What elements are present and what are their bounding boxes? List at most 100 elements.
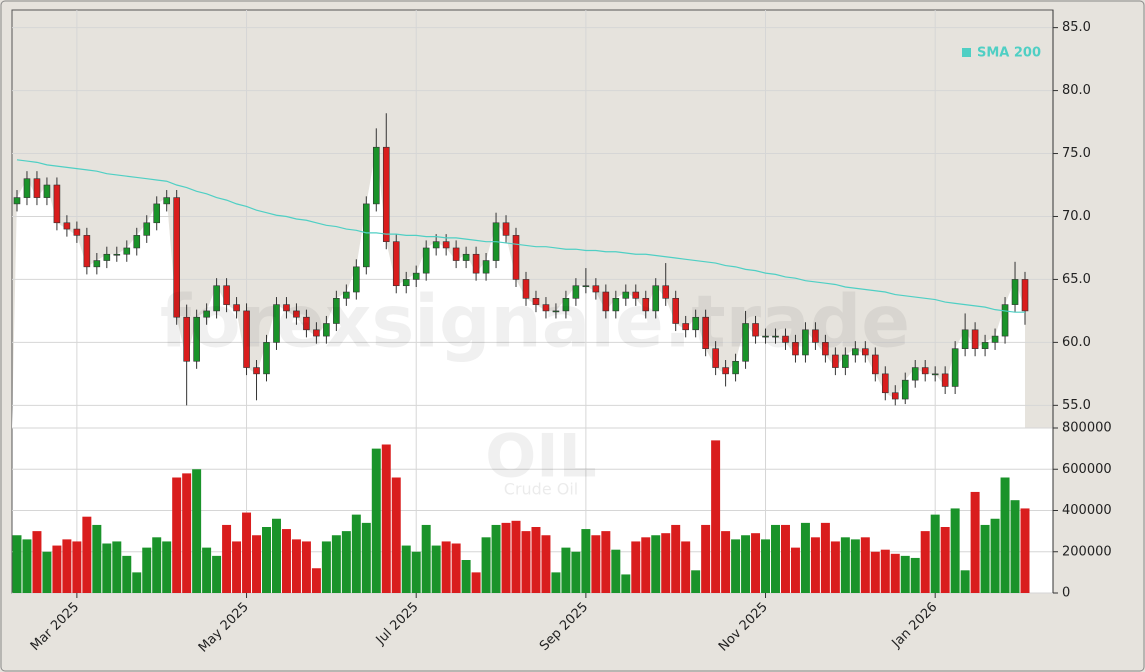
candle-body xyxy=(951,348,959,387)
volume-bar xyxy=(62,539,72,593)
volume-bar xyxy=(761,539,771,593)
volume-bar xyxy=(72,541,82,593)
sma-line xyxy=(16,159,1026,313)
volume-bar xyxy=(960,570,970,593)
volume-bar xyxy=(132,572,142,593)
volume-bar xyxy=(152,537,162,593)
candle-body xyxy=(482,260,490,274)
candle-body xyxy=(263,342,270,375)
candle-body xyxy=(602,291,610,312)
y-tick-label: 400000 xyxy=(1062,503,1112,518)
candle-body xyxy=(23,178,31,198)
watermark: forexsignale.trade xyxy=(160,280,910,364)
candle-body xyxy=(133,235,141,249)
volume-bar xyxy=(631,541,641,593)
volume-bar xyxy=(661,533,671,593)
volume-bar xyxy=(1000,477,1010,593)
candle-body xyxy=(293,310,300,318)
candle-body xyxy=(862,348,869,356)
candle-body xyxy=(143,222,151,236)
volume-bar xyxy=(341,531,351,593)
volume-bar xyxy=(840,537,850,593)
candle-body xyxy=(103,253,111,261)
candle-body xyxy=(203,310,210,318)
candle-body xyxy=(632,291,640,299)
volume-bar xyxy=(910,557,920,593)
candle-body xyxy=(452,247,460,261)
volume-bar xyxy=(271,518,281,593)
volume-bar xyxy=(232,541,242,593)
candle-body xyxy=(812,329,819,343)
candle-body xyxy=(422,247,430,274)
candle-body xyxy=(682,323,689,331)
candle-body xyxy=(243,310,250,368)
candle-body xyxy=(802,329,809,356)
volume-bar xyxy=(32,531,42,593)
candle-body xyxy=(822,342,829,356)
candle-body xyxy=(472,253,480,274)
candle-body xyxy=(233,304,240,312)
watermark-title: OIL xyxy=(485,422,597,492)
candle-body xyxy=(372,146,380,205)
volume-bar xyxy=(800,522,810,593)
candle-body xyxy=(852,348,859,356)
y-tick-label: 60.0 xyxy=(1062,335,1091,350)
volume-bar xyxy=(242,512,252,593)
volume-bar xyxy=(581,529,591,593)
volume-bar xyxy=(281,529,291,593)
volume-bar xyxy=(82,516,92,593)
candle-body xyxy=(223,285,230,305)
candle-body xyxy=(13,197,21,205)
volume-bar xyxy=(521,531,531,593)
candle-body xyxy=(353,266,360,293)
volume-bar xyxy=(551,572,561,593)
volume-bar xyxy=(351,514,361,593)
y-tick-label: 55.0 xyxy=(1062,398,1091,413)
candle-body xyxy=(253,367,260,375)
volume-bar xyxy=(890,553,900,593)
volume-bar xyxy=(371,448,381,593)
volume-bar xyxy=(321,541,331,593)
y-tick-label: 800000 xyxy=(1062,421,1112,436)
candle-body xyxy=(991,335,999,343)
candle-body xyxy=(283,304,290,312)
candle-body xyxy=(562,298,570,312)
candle-body xyxy=(532,298,540,305)
volume-bar xyxy=(980,524,990,593)
candle-body xyxy=(343,291,350,299)
candle-body xyxy=(163,197,170,205)
candle-body xyxy=(502,222,510,236)
candle-body xyxy=(592,285,600,293)
candle-body xyxy=(931,373,939,376)
candle-body xyxy=(762,335,769,338)
volume-bar xyxy=(621,574,631,593)
volume-bar xyxy=(331,535,341,593)
volume-bar xyxy=(790,547,800,593)
candle-body xyxy=(392,241,400,287)
candle-body xyxy=(881,373,889,394)
candle-body xyxy=(412,272,420,280)
volume-bar xyxy=(970,491,980,593)
volume-bar xyxy=(940,527,950,593)
volume-bar xyxy=(950,508,960,593)
candle-body xyxy=(542,304,550,312)
candle-body xyxy=(891,392,899,400)
volume-bar xyxy=(192,469,202,593)
candle-body xyxy=(921,367,929,375)
volume-bar xyxy=(202,547,212,593)
candle-body xyxy=(582,285,590,288)
volume-bar xyxy=(810,537,820,593)
volume-bar xyxy=(820,522,830,593)
y-tick-label: 80.0 xyxy=(1062,83,1091,98)
y-tick-label: 0 xyxy=(1062,586,1070,601)
volume-bar xyxy=(721,531,731,593)
volume-bar xyxy=(182,473,192,593)
volume-bar xyxy=(301,541,311,593)
candle-body xyxy=(43,184,51,198)
candle-body xyxy=(911,367,919,381)
volume-bar xyxy=(381,444,391,593)
volume-bar xyxy=(531,527,541,593)
y-tick-label: 85.0 xyxy=(1062,20,1091,35)
candle-body xyxy=(33,178,41,198)
